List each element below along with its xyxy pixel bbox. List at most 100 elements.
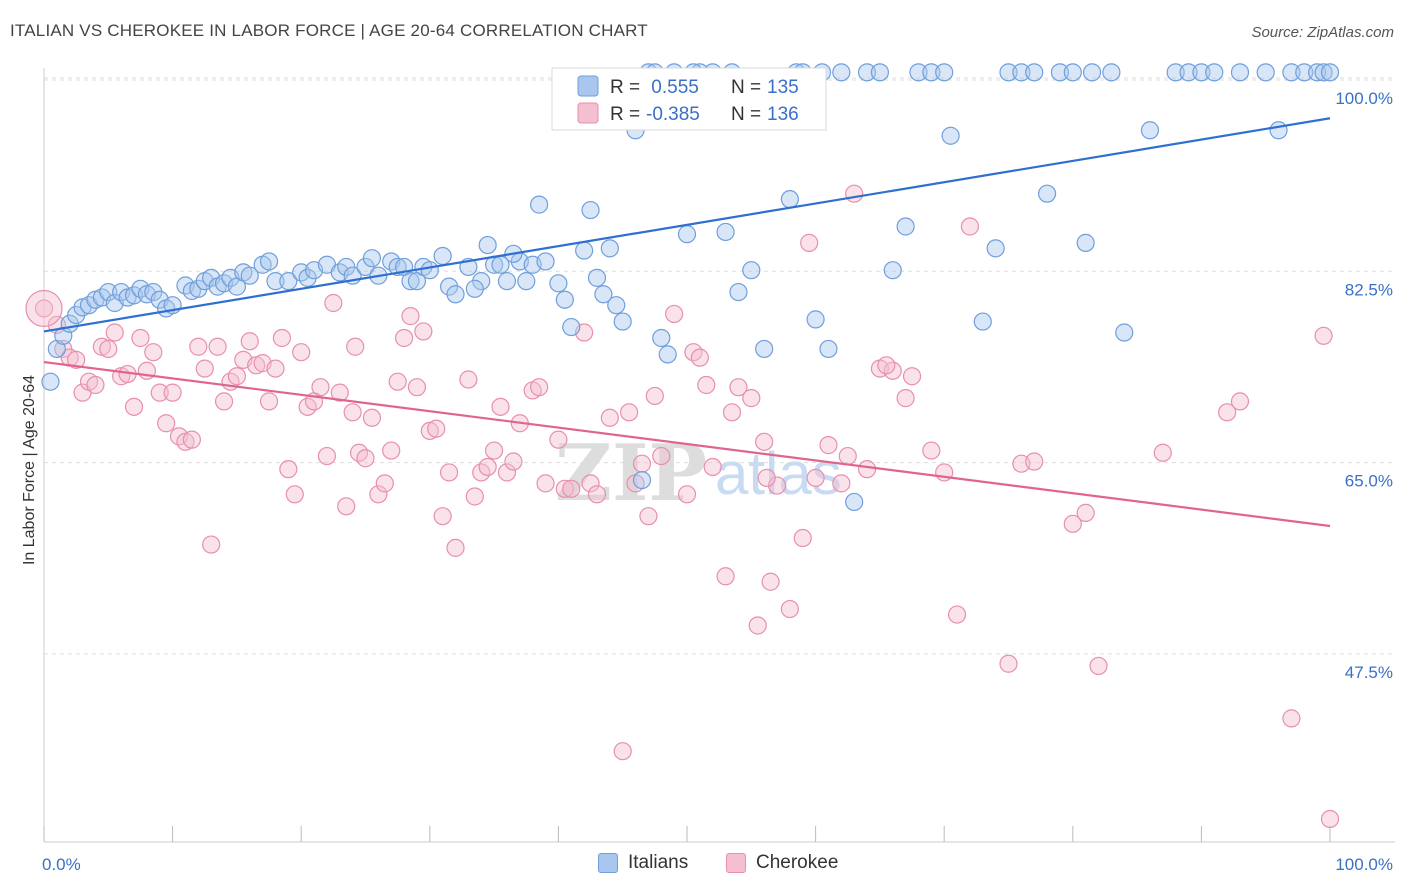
cherokee-point	[465, 487, 484, 506]
cherokee-point	[369, 485, 388, 504]
italians-point	[1282, 63, 1301, 82]
cherokee-point	[202, 535, 221, 554]
cherokee-point	[356, 449, 375, 468]
italians-point	[1295, 63, 1314, 82]
cherokee-point	[388, 372, 407, 391]
italians-point	[279, 272, 298, 291]
legend-swatch-blue	[577, 75, 599, 97]
x-tick-labels: 0.0% 100.0%	[42, 855, 1393, 874]
italians-point	[632, 470, 652, 490]
legend-swatch-pink	[577, 102, 599, 124]
cherokee-point	[346, 337, 365, 356]
cherokee-point	[729, 378, 748, 397]
cherokee-point	[748, 616, 767, 635]
cherokee-point	[491, 397, 510, 416]
cherokee-point	[343, 403, 362, 422]
cherokee-point	[433, 507, 452, 526]
cherokee-point	[1230, 392, 1250, 411]
italians-point	[362, 249, 382, 268]
cherokee-point	[362, 408, 382, 427]
cherokee-point	[208, 337, 227, 356]
italians-point	[401, 272, 420, 291]
cherokee-point	[214, 392, 234, 411]
watermark-zip: ZIP	[555, 428, 707, 519]
italians-point	[832, 63, 851, 82]
cherokee-point	[793, 528, 812, 548]
italians-point	[1025, 63, 1044, 82]
cherokee-point	[330, 383, 349, 402]
cherokee-point	[761, 572, 780, 591]
italians-point	[986, 239, 1005, 258]
italians-point	[857, 63, 877, 82]
cherokee-point	[1153, 443, 1172, 462]
italians-point	[780, 190, 799, 209]
cherokee-point	[620, 403, 639, 422]
cherokee-point	[240, 332, 259, 351]
cherokee-point	[150, 383, 169, 402]
cherokee-point	[439, 463, 459, 482]
italians-point	[845, 492, 864, 512]
cherokee-point	[757, 468, 776, 488]
cherokee-point	[999, 654, 1018, 673]
cherokee-point	[877, 356, 896, 375]
italians-point	[870, 63, 890, 82]
italians-point	[1076, 233, 1095, 252]
cherokee-point	[665, 304, 684, 324]
cherokee-point	[536, 474, 555, 493]
italians-point	[941, 126, 960, 145]
italians-point	[581, 200, 600, 220]
italians-point	[1320, 63, 1340, 82]
italians-point	[587, 268, 607, 287]
cherokee-point	[105, 323, 124, 342]
cherokee-point	[227, 367, 246, 386]
cherokee-point	[1282, 709, 1301, 728]
legend-swatch-italians	[598, 853, 618, 873]
cherokee-point	[1218, 403, 1237, 422]
italians-point	[562, 317, 581, 337]
cherokee-point	[677, 485, 697, 504]
cherokee-point	[459, 370, 478, 389]
cherokee-point	[504, 452, 523, 471]
watermark: ZIP atlas	[555, 428, 842, 519]
y-tick-label: 65.0%	[1345, 472, 1393, 491]
cherokee-point	[382, 441, 401, 460]
y-axis-title: In Labor Force | Age 20-64	[21, 374, 38, 566]
x-tick-label: 100.0%	[1335, 855, 1393, 874]
cherokee-point	[375, 474, 394, 493]
italians-point	[819, 339, 838, 359]
cherokee-point	[947, 605, 967, 624]
cherokee-point	[124, 397, 144, 416]
cherokee-point	[742, 389, 761, 408]
italians-point	[600, 239, 619, 258]
cherokee-point	[407, 378, 427, 397]
italians-point	[1314, 63, 1333, 82]
cherokee-point	[1076, 503, 1095, 522]
cherokee-point	[722, 403, 742, 422]
cherokee-point	[446, 538, 465, 557]
italians-point	[883, 261, 902, 280]
legend-label-cherokee: Cherokee	[756, 852, 839, 873]
cherokee-point	[819, 436, 838, 455]
italians-point	[446, 285, 465, 304]
cherokee-point	[1314, 326, 1333, 345]
italians-point	[1192, 63, 1211, 82]
italians-point	[1082, 63, 1102, 82]
cherokee-point	[690, 348, 709, 367]
italians-point	[41, 372, 60, 391]
legend-n-value: 135	[767, 77, 799, 98]
italians-point	[575, 241, 594, 260]
cherokee-point	[896, 389, 915, 408]
italians-point	[806, 310, 825, 329]
italians-point	[1050, 63, 1070, 82]
cherokee-point	[652, 446, 671, 466]
cherokee-point	[414, 322, 433, 341]
legend-r-label: R =	[610, 104, 640, 125]
italians-point	[677, 225, 697, 244]
y-tick-labels: 100.0% 82.5% 65.0% 47.5%	[1335, 89, 1393, 682]
legend-n-value: 136	[767, 104, 799, 125]
cherokee-point	[832, 474, 851, 493]
cherokee-point	[195, 359, 214, 378]
italians-point	[1012, 63, 1031, 82]
cherokee-point	[497, 463, 517, 482]
cherokee-point	[144, 343, 163, 362]
